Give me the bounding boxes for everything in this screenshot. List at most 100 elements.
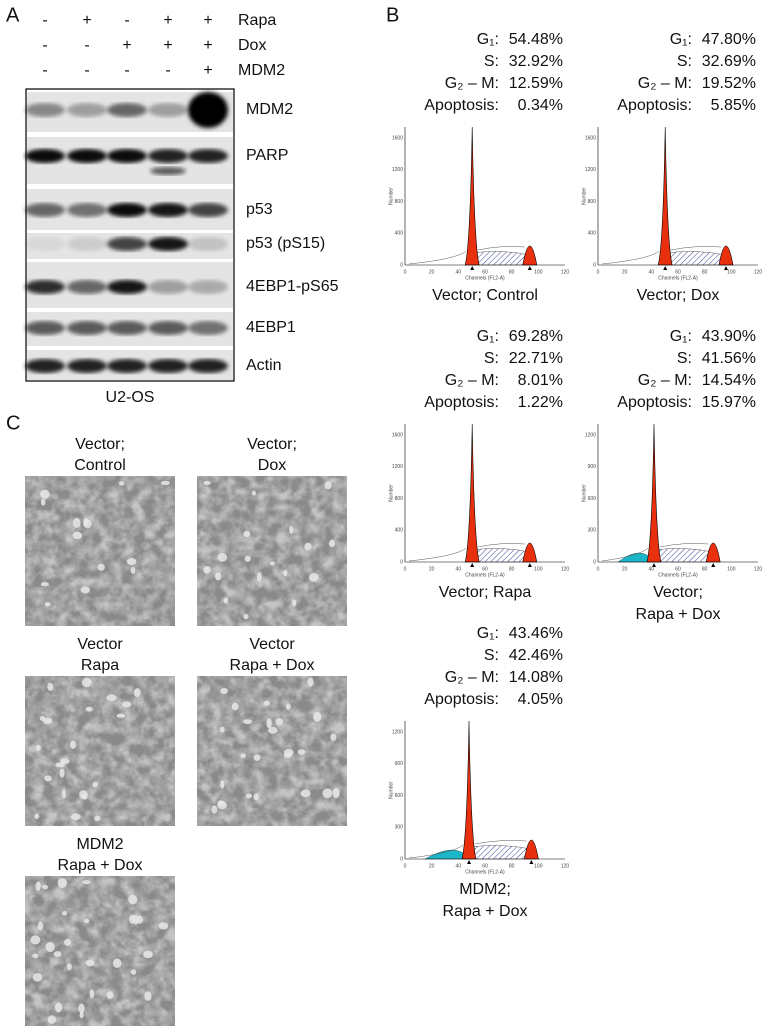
cell	[106, 991, 114, 999]
blot-band	[188, 280, 228, 294]
caption: Rapa + Dox	[443, 903, 528, 920]
blot-band	[25, 237, 65, 251]
x-tick-label: 40	[456, 566, 462, 572]
cell	[61, 911, 68, 916]
marker	[470, 266, 532, 270]
x-tick-label: 40	[649, 566, 655, 572]
x-tick-label: 0	[404, 566, 407, 572]
x-axis-label: Channels (FL2-A)	[658, 275, 698, 281]
x-tick-label: 0	[404, 863, 407, 869]
y-axis-label: Number	[388, 781, 394, 799]
x-tick-label: 20	[622, 566, 628, 572]
y-tick-label: 1200	[585, 167, 596, 173]
cell	[313, 711, 322, 722]
cell	[160, 480, 170, 486]
hist-s-phase	[653, 548, 714, 563]
x-tick-label: 60	[482, 269, 488, 275]
stat-label: S:	[677, 350, 692, 367]
x-tick-label: 40	[456, 269, 462, 275]
x-tick-label: 100	[727, 269, 736, 275]
blot-band	[25, 149, 65, 163]
x-tick-label: 120	[561, 269, 570, 275]
cell	[253, 793, 259, 801]
hist-s-phase	[665, 251, 727, 266]
stat-value: 15.97%	[702, 394, 756, 411]
x-tick-label: 120	[754, 269, 763, 275]
y-axis-label: Number	[388, 484, 394, 502]
stat-label: G₁:	[670, 328, 692, 345]
stat-label: G₁:	[670, 31, 692, 48]
x-tick-label: 80	[509, 269, 515, 275]
caption: Vector; Dox	[637, 287, 720, 304]
cell	[35, 744, 41, 751]
cell	[81, 677, 92, 688]
stat-label: G₁:	[477, 328, 499, 345]
cell	[112, 958, 122, 968]
blot-band	[148, 203, 188, 217]
cell	[82, 880, 91, 885]
blot-band	[67, 321, 107, 335]
cell	[85, 706, 93, 712]
x-tick-label: 100	[534, 863, 543, 869]
x-tick-label: 60	[482, 863, 488, 869]
treatment-sign: +	[163, 12, 172, 29]
cell	[283, 569, 288, 577]
cell	[78, 1003, 85, 1014]
cell	[245, 793, 252, 799]
stat-label: Apoptosis:	[424, 97, 499, 114]
cell	[324, 481, 332, 490]
cell	[94, 815, 101, 822]
blot-label: p53	[246, 201, 273, 218]
blot-band	[148, 103, 188, 117]
cell	[292, 599, 297, 607]
blot-label: p53 (pS15)	[246, 235, 325, 252]
cell	[32, 972, 43, 982]
treatment-sign: -	[84, 62, 89, 79]
cell	[40, 498, 46, 506]
treatment-sign: -	[124, 12, 129, 29]
y-tick-label: 300	[395, 825, 404, 831]
x-tick-label: 80	[702, 269, 708, 275]
treatment-sign: +	[122, 37, 131, 54]
y-tick-label: 800	[395, 199, 404, 205]
y-tick-label: 1200	[392, 167, 403, 173]
hist-outline	[408, 246, 525, 265]
blot-band	[67, 237, 107, 251]
stat-value: 14.54%	[702, 372, 756, 389]
blot-band	[67, 359, 107, 373]
blot-band	[25, 359, 65, 373]
stat-value: 12.59%	[509, 75, 563, 92]
blot-band	[25, 203, 65, 217]
micrograph-texture	[25, 676, 175, 826]
image-title: Rapa + Dox	[58, 857, 143, 874]
x-tick-label: 0	[597, 269, 600, 275]
hist-g2	[522, 542, 538, 563]
x-axis-label: Channels (FL2-A)	[465, 572, 505, 578]
cell	[80, 586, 90, 594]
x-tick-label: 40	[456, 863, 462, 869]
panel-label: B	[386, 4, 399, 26]
x-tick-label: 40	[649, 269, 655, 275]
cell	[219, 726, 225, 733]
cell	[289, 525, 294, 534]
blot-band	[67, 149, 107, 163]
cell	[61, 789, 66, 799]
stat-value: 14.08%	[509, 669, 563, 686]
image-title: Rapa + Dox	[230, 657, 315, 674]
hist-outline	[408, 840, 527, 859]
marker	[663, 266, 728, 270]
cell	[35, 881, 41, 892]
cell	[40, 581, 49, 587]
image-title: Vector;	[247, 436, 297, 453]
caption: Rapa + Dox	[636, 606, 721, 623]
stat-label: S:	[484, 350, 499, 367]
stat-value: 43.46%	[509, 625, 563, 642]
cell	[83, 918, 90, 923]
x-tick-label: 80	[702, 566, 708, 572]
hist-s-phase	[472, 548, 530, 563]
cell-line: U2-OS	[106, 389, 155, 406]
blot-band	[107, 321, 147, 335]
cell	[267, 726, 278, 734]
treatment-sign: -	[42, 12, 47, 29]
cell	[307, 677, 314, 687]
